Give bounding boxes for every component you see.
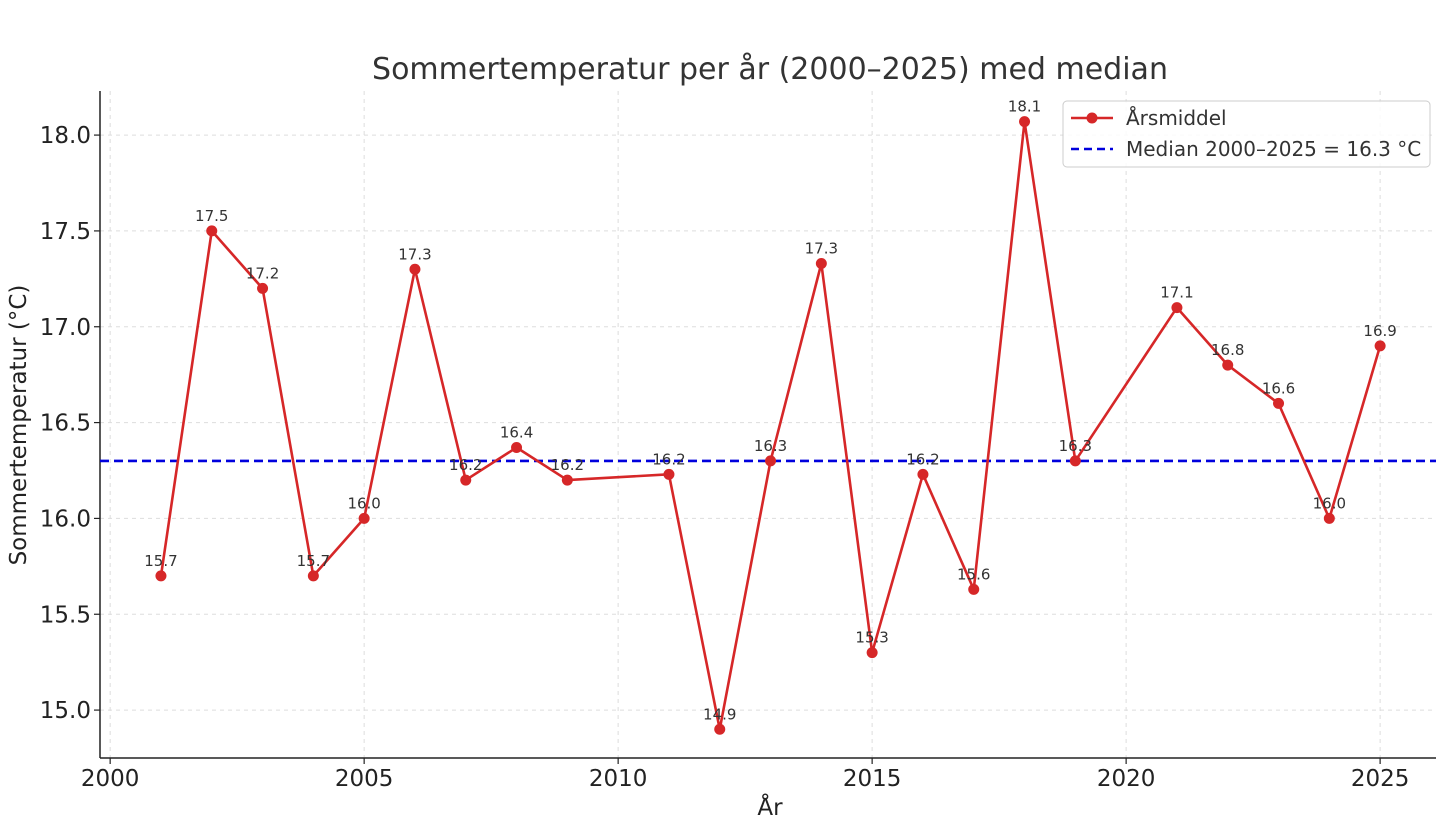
y-tick-label: 15.0	[40, 698, 91, 724]
grid	[100, 91, 1436, 758]
data-point	[1222, 359, 1234, 371]
legend-median-label: Median 2000–2025 = 16.3 °C	[1126, 137, 1421, 161]
data-label: 14.9	[703, 705, 736, 723]
data-point	[866, 647, 878, 659]
data-label: 16.2	[551, 456, 584, 474]
data-point	[1273, 397, 1285, 409]
x-tick-label: 2020	[1097, 766, 1156, 792]
data-point	[1019, 116, 1031, 128]
data-point	[460, 474, 472, 486]
data-label: 15.7	[144, 552, 177, 570]
data-label: 15.3	[855, 629, 888, 647]
y-tick-label: 15.5	[40, 602, 91, 628]
data-label: 16.3	[754, 437, 787, 455]
data-label: 16.6	[1262, 379, 1295, 397]
data-point	[663, 468, 675, 480]
series-line-arsmiddel	[159, 120, 1382, 731]
legend-series-label: Årsmiddel	[1126, 106, 1227, 130]
axes	[99, 91, 1436, 759]
series-group	[155, 116, 1386, 735]
chart-title: Sommertemperatur per år (2000–2025) med …	[372, 52, 1168, 87]
data-label: 15.6	[957, 565, 990, 583]
data-point	[561, 474, 573, 486]
y-tick-label: 16.0	[40, 506, 91, 532]
data-label: 16.3	[1059, 437, 1092, 455]
data-label: 17.3	[398, 245, 431, 263]
data-labels: 15.7 17.5 17.2 15.7 16.0 17.3 16.2 16.4 16.2 16.2…	[144, 98, 1397, 724]
data-point	[307, 570, 319, 582]
data-point	[257, 282, 269, 294]
y-tick-label: 17.0	[40, 315, 91, 341]
data-point	[968, 583, 980, 595]
data-label: 18.1	[1008, 98, 1041, 116]
data-label: 16.8	[1211, 341, 1244, 359]
x-tick-label: 2010	[589, 766, 648, 792]
data-point	[917, 468, 929, 480]
data-point	[155, 570, 167, 582]
data-label: 16.2	[652, 450, 685, 468]
x-axis-label: År	[757, 793, 783, 821]
data-point	[815, 258, 827, 269]
legend: Årsmiddel Median 2000–2025 = 16.3 °C	[1062, 100, 1431, 168]
x-tick-label: 2005	[335, 766, 394, 792]
y-axis-label: Sommertemperatur (°C)	[6, 285, 32, 566]
data-label: 15.7	[297, 552, 330, 570]
data-point	[714, 723, 726, 735]
data-point	[1069, 455, 1081, 467]
legend-box	[1062, 100, 1431, 168]
data-label: 17.2	[246, 264, 279, 282]
data-point	[765, 455, 777, 467]
y-tick-label: 17.5	[40, 219, 91, 245]
data-point	[358, 512, 370, 524]
x-tick-label: 2015	[843, 766, 902, 792]
data-label: 17.3	[805, 240, 838, 258]
ticks: 2000 2005 2010 2015 2020 2025 15.0 15.5 16.0 16.5…	[40, 123, 1410, 792]
data-point	[409, 263, 421, 275]
data-point	[1171, 302, 1183, 314]
data-label: 16.9	[1363, 322, 1396, 340]
data-label: 16.2	[449, 456, 482, 474]
data-label: 17.1	[1160, 284, 1193, 302]
data-point	[511, 442, 523, 453]
data-label: 16.0	[1313, 494, 1346, 512]
data-point	[206, 225, 218, 237]
data-point	[1323, 512, 1335, 524]
y-tick-label: 16.5	[40, 411, 91, 437]
legend-series-marker-sample	[1086, 112, 1098, 124]
x-tick-label: 2000	[81, 766, 140, 792]
data-label: 16.0	[347, 494, 380, 512]
data-label: 17.5	[195, 207, 228, 225]
y-tick-label: 18.0	[40, 123, 91, 149]
data-label: 16.4	[500, 424, 533, 442]
data-point	[1374, 340, 1386, 352]
x-tick-label: 2025	[1351, 766, 1410, 792]
data-label: 16.2	[906, 450, 939, 468]
